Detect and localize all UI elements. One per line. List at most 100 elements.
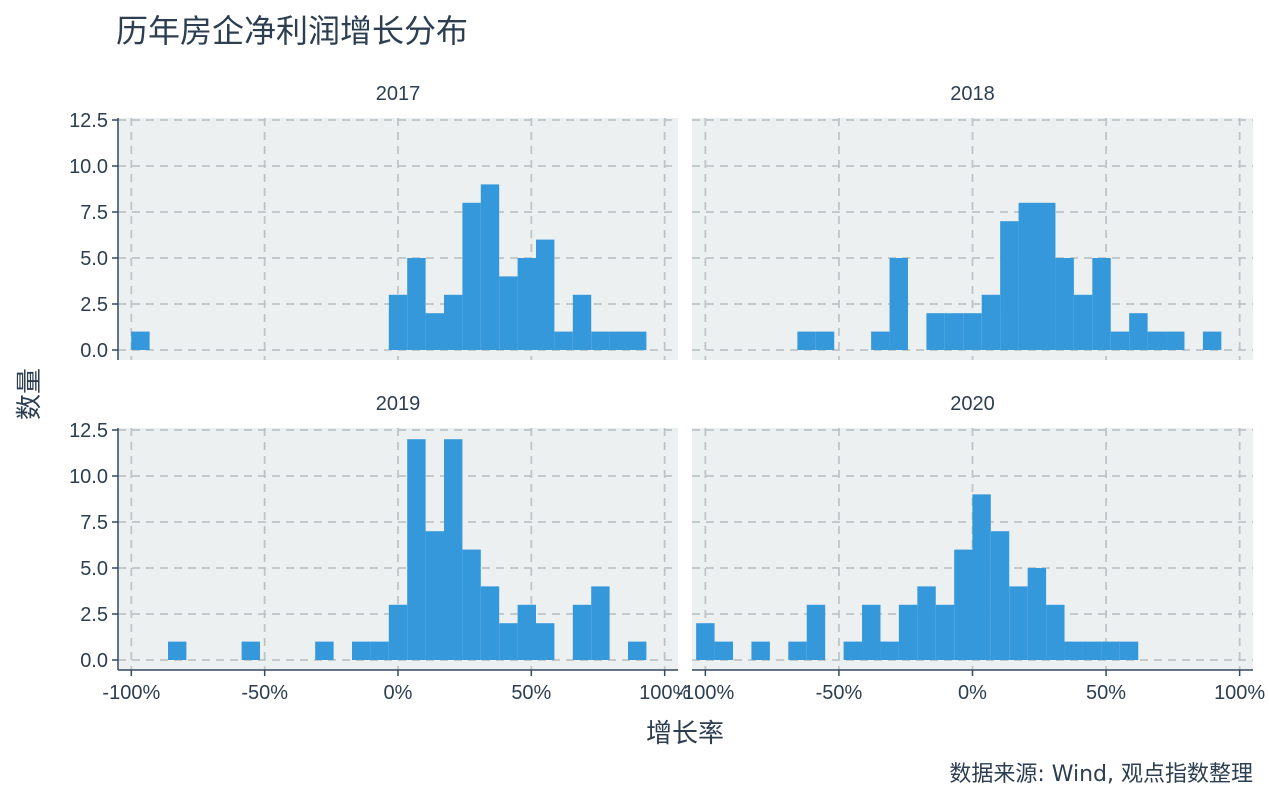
- facet-label-2017: 2017: [376, 83, 421, 105]
- histogram-bar: [990, 531, 1010, 660]
- histogram-bar: [425, 531, 444, 660]
- histogram-bar: [480, 184, 500, 350]
- y-tick-label: 2.5: [80, 604, 108, 626]
- histogram-bar: [444, 439, 463, 660]
- histogram-bar: [1092, 258, 1111, 350]
- histogram-bar: [352, 641, 371, 660]
- histogram-bar: [935, 604, 955, 660]
- histogram-bar: [1101, 641, 1120, 660]
- histogram-bar: [751, 641, 770, 660]
- histogram-bar: [1000, 221, 1019, 350]
- chart-title: 历年房企净利润增长分布: [116, 12, 469, 50]
- x-axis-title: 增长率: [646, 718, 724, 748]
- histogram-bar: [444, 294, 463, 350]
- histogram-bar: [315, 641, 334, 660]
- histogram-bar: [241, 641, 260, 660]
- y-tick-label: 12.5: [69, 110, 108, 132]
- histogram-bar: [462, 202, 481, 350]
- histogram-bar: [517, 258, 536, 350]
- histogram-bar: [1082, 641, 1102, 660]
- histogram-bar: [843, 641, 863, 660]
- histogram-bar: [462, 549, 481, 660]
- histogram-bar: [536, 623, 555, 660]
- x-tick-label: -50%: [241, 682, 288, 704]
- histogram-bar: [1202, 331, 1222, 350]
- histogram-bar: [1037, 202, 1056, 350]
- histogram-bar: [425, 313, 444, 350]
- histogram-bar: [972, 494, 991, 660]
- histogram-bar: [862, 604, 881, 660]
- histogram-bar: [944, 313, 964, 350]
- y-tick-label: 0.0: [80, 340, 108, 362]
- y-tick-label: 0.0: [80, 650, 108, 672]
- histogram-bar: [536, 239, 555, 350]
- histogram-bar: [591, 586, 610, 660]
- y-tick-label: 10.0: [69, 156, 108, 178]
- histogram-bar: [714, 641, 734, 660]
- x-tick-label: 0%: [384, 682, 413, 704]
- x-tick-label: -100%: [102, 682, 160, 704]
- histogram-bar: [1110, 331, 1130, 350]
- facet-label-2018: 2018: [950, 83, 995, 105]
- x-tick-label: 50%: [511, 682, 551, 704]
- histogram-bar: [926, 313, 945, 350]
- histogram-bar: [1129, 313, 1148, 350]
- histogram-bar: [407, 258, 426, 350]
- histogram-bar: [1119, 641, 1139, 660]
- histogram-bar: [168, 641, 187, 660]
- y-tick-label: 12.5: [69, 420, 108, 442]
- histogram-bar: [1027, 568, 1047, 660]
- histogram-bar: [572, 604, 592, 660]
- histogram-bar: [1064, 641, 1083, 660]
- histogram-bar: [880, 641, 899, 660]
- histogram-bar: [1147, 331, 1167, 350]
- histogram-bar: [871, 331, 890, 350]
- histogram-bar: [815, 331, 835, 350]
- histogram-bar: [591, 331, 610, 350]
- x-tick-label: 100%: [1214, 682, 1265, 704]
- y-tick-label: 5.0: [80, 558, 108, 580]
- histogram-bar: [572, 294, 592, 350]
- histogram-bar: [609, 331, 628, 350]
- histogram-bar: [806, 604, 826, 660]
- histogram-bar: [499, 276, 518, 350]
- y-tick-label: 10.0: [69, 466, 108, 488]
- histogram-bar: [388, 294, 408, 350]
- histogram-bar: [370, 641, 389, 660]
- y-tick-label: 7.5: [80, 202, 108, 224]
- histogram-bar: [1046, 604, 1065, 660]
- histogram-bar: [628, 641, 647, 660]
- histogram-bar: [954, 549, 973, 660]
- facet-label-2020: 2020: [950, 393, 995, 415]
- histogram-bar: [628, 331, 647, 350]
- histogram-bar: [407, 439, 426, 660]
- histogram-bar: [1166, 331, 1185, 350]
- histogram-bar: [131, 331, 150, 350]
- histogram-bar: [1009, 586, 1028, 660]
- y-tick-label: 5.0: [80, 248, 108, 270]
- histogram-bar: [696, 623, 715, 660]
- x-tick-label: 100%: [639, 682, 690, 704]
- facet-label-2019: 2019: [376, 393, 421, 415]
- x-tick-label: 0%: [958, 682, 987, 704]
- y-axis-title: 数量: [14, 368, 44, 420]
- histogram-bar: [981, 294, 1001, 350]
- y-tick-label: 2.5: [80, 294, 108, 316]
- histogram-bar: [917, 586, 936, 660]
- histogram-bar: [889, 258, 908, 350]
- source-caption: 数据来源: Wind, 观点指数整理: [949, 762, 1253, 787]
- x-tick-label: -50%: [816, 682, 863, 704]
- x-tick-label: -100%: [676, 682, 734, 704]
- histogram-bar: [1055, 258, 1074, 350]
- histogram-bar: [1018, 202, 1038, 350]
- histogram-bar: [554, 331, 573, 350]
- histogram-bar: [898, 604, 918, 660]
- histogram-bar: [480, 586, 500, 660]
- x-tick-label: 50%: [1086, 682, 1126, 704]
- histogram-bar: [388, 604, 408, 660]
- histogram-bar: [499, 623, 518, 660]
- histogram-bar: [517, 604, 536, 660]
- histogram-bar: [788, 641, 807, 660]
- histogram-bar: [963, 313, 982, 350]
